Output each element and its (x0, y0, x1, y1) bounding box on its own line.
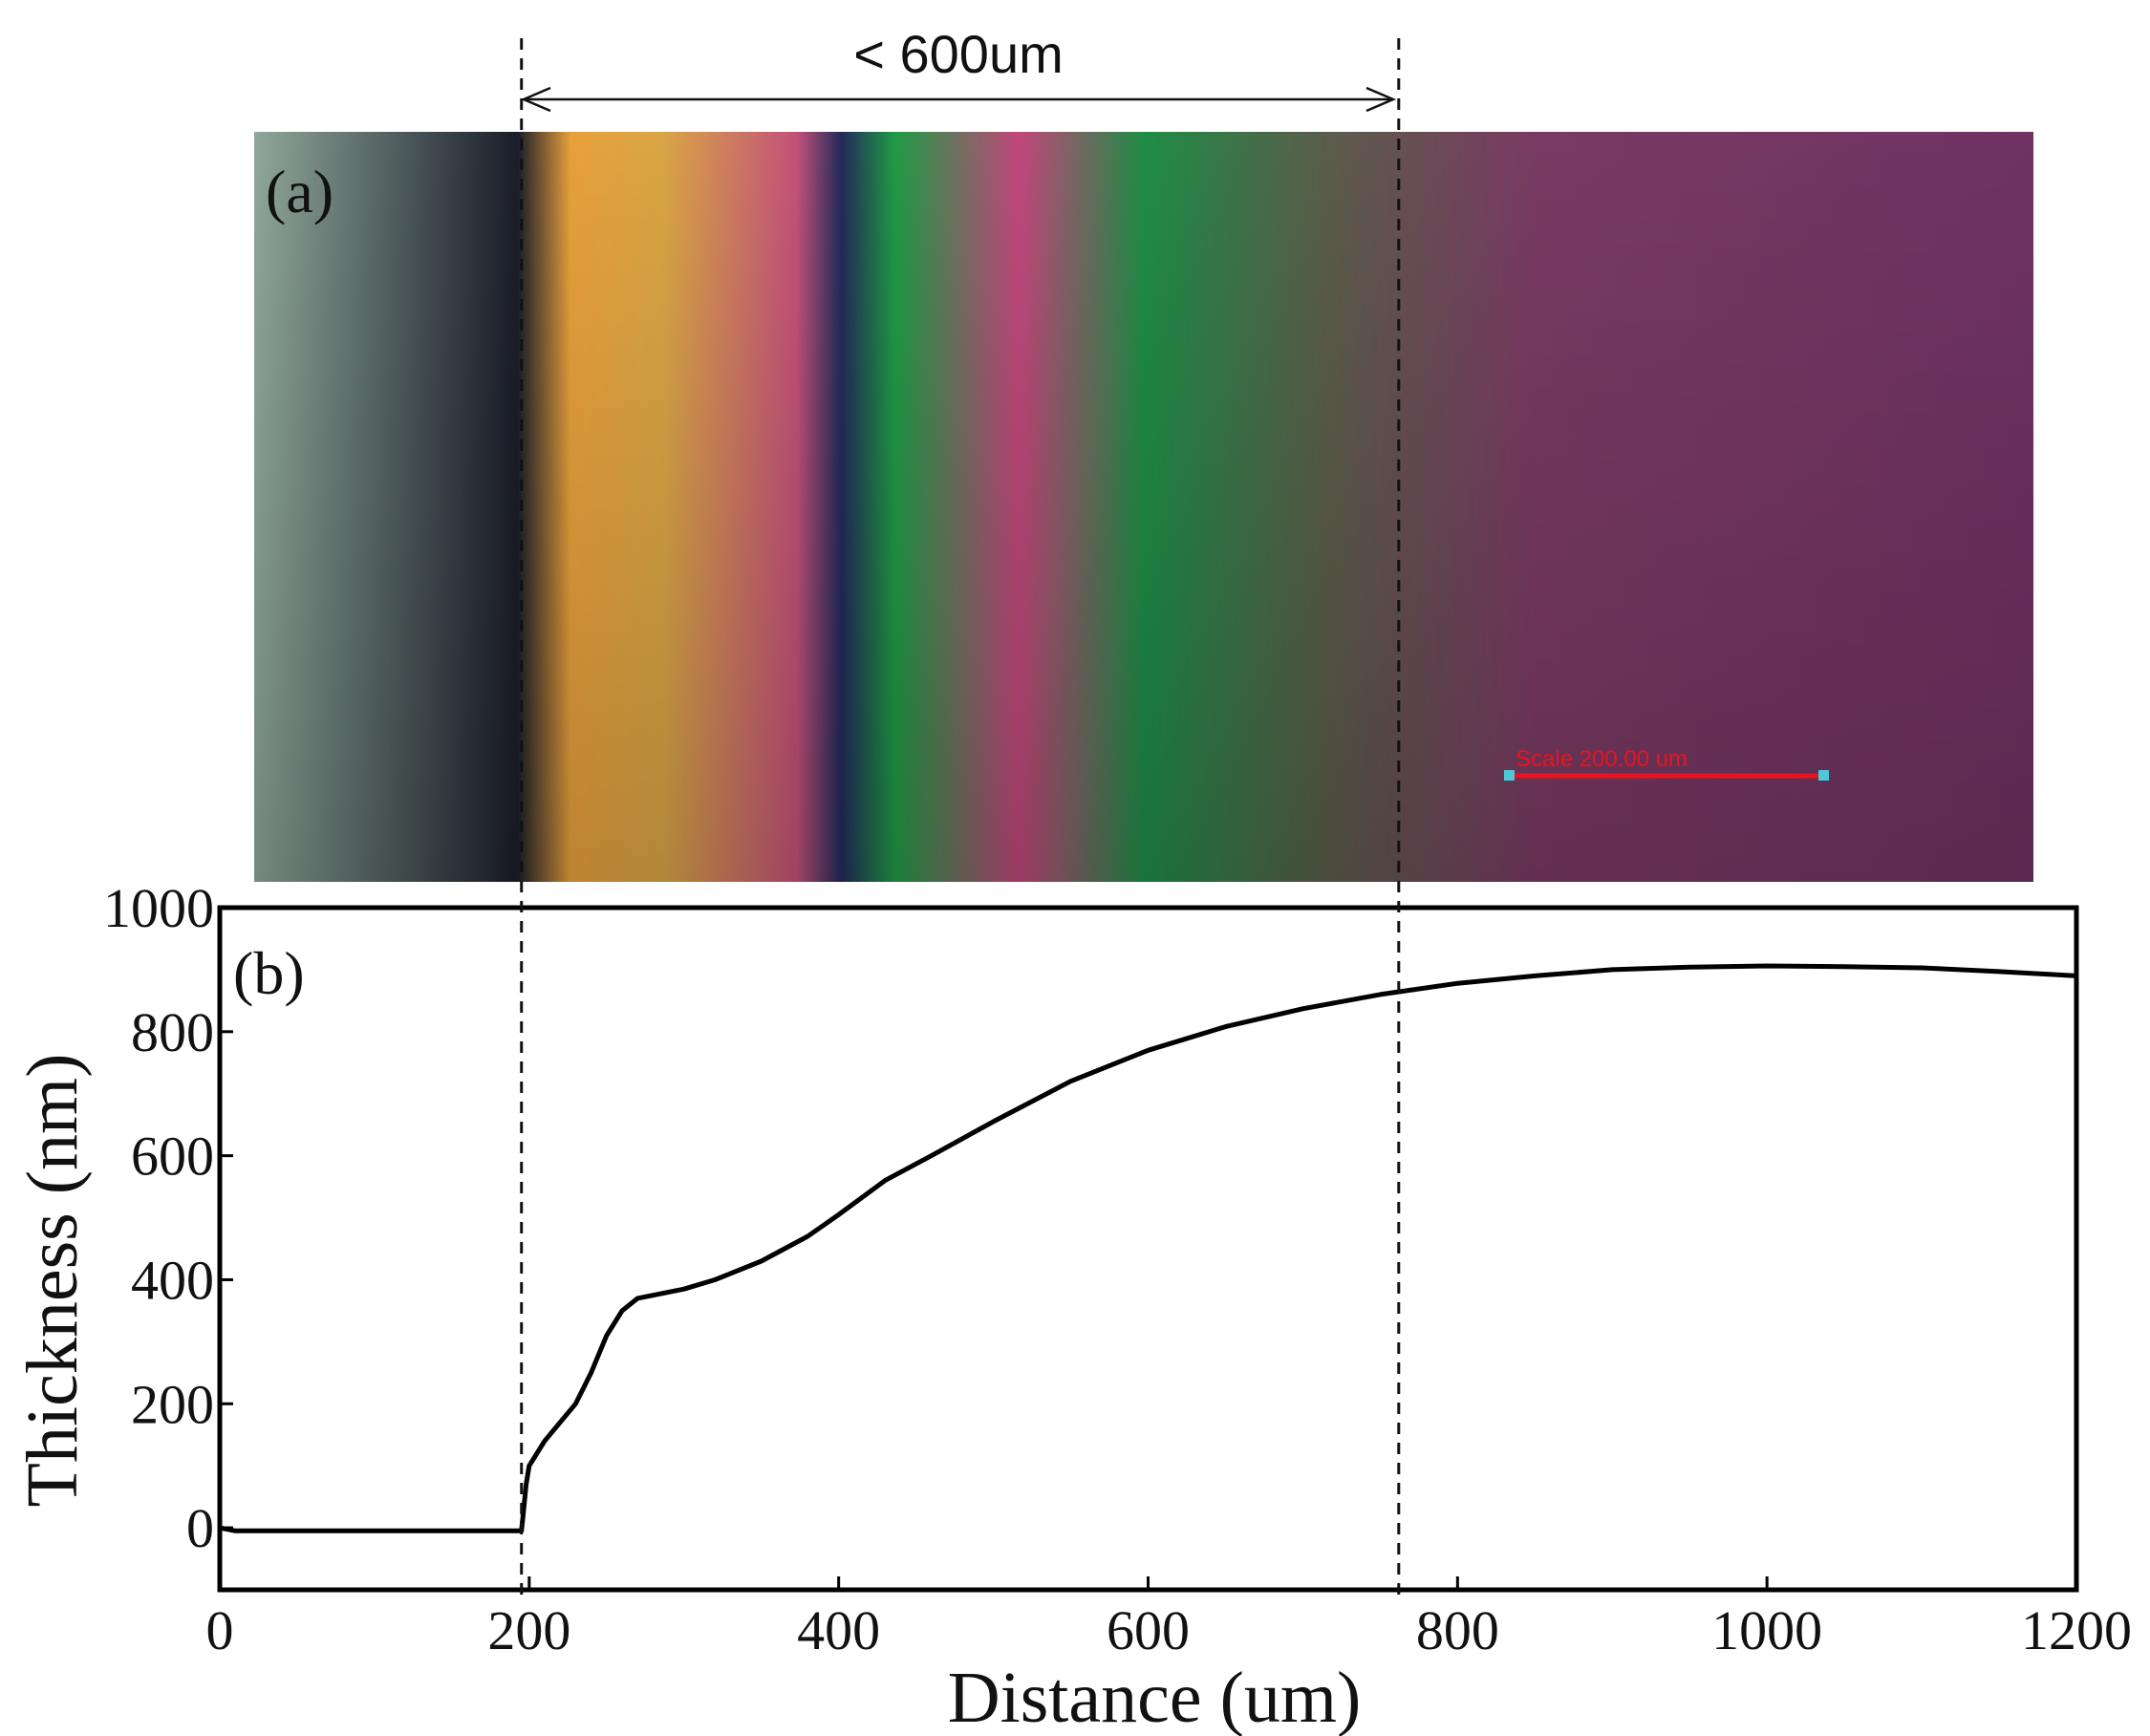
panel-b-label: (b) (233, 939, 305, 1007)
panel-a: (a) Scale 200.00 um < 600um (254, 24, 2033, 882)
y-tick-label: 800 (131, 1001, 214, 1063)
thickness-line (219, 963, 2077, 1533)
x-axis-label: Distance (um) (948, 1658, 1362, 1736)
span-annotation: < 600um (520, 24, 1397, 113)
x-tick-label: 1000 (1711, 1599, 1822, 1661)
micrograph-shade (254, 132, 2033, 882)
x-tick-label: 600 (1107, 1599, 1190, 1661)
x-axis: 0 200 400 600 800 1000 1200 (206, 1576, 2132, 1661)
y-axis: 0 200 400 600 800 1000 (103, 877, 233, 1559)
plot-frame (217, 905, 2079, 1593)
y-axis-label: Thickness (nm) (12, 1054, 93, 1508)
x-tick-label: 1200 (2021, 1599, 2132, 1661)
x-tick-label: 200 (487, 1599, 570, 1661)
panel-a-label: (a) (266, 158, 333, 225)
span-label: < 600um (853, 24, 1064, 84)
y-tick-label: 0 (186, 1497, 214, 1559)
y-tick-label: 600 (131, 1125, 214, 1188)
x-tick-label: 400 (797, 1599, 880, 1661)
scale-bar: Scale 200.00 um (1504, 746, 1829, 781)
scale-bar-text: Scale 200.00 um (1516, 746, 1688, 772)
y-tick-label: 400 (131, 1249, 214, 1311)
y-tick-label: 200 (131, 1373, 214, 1435)
x-tick-label: 0 (206, 1599, 234, 1661)
y-tick-label: 1000 (103, 877, 214, 939)
x-tick-label: 800 (1416, 1599, 1499, 1661)
